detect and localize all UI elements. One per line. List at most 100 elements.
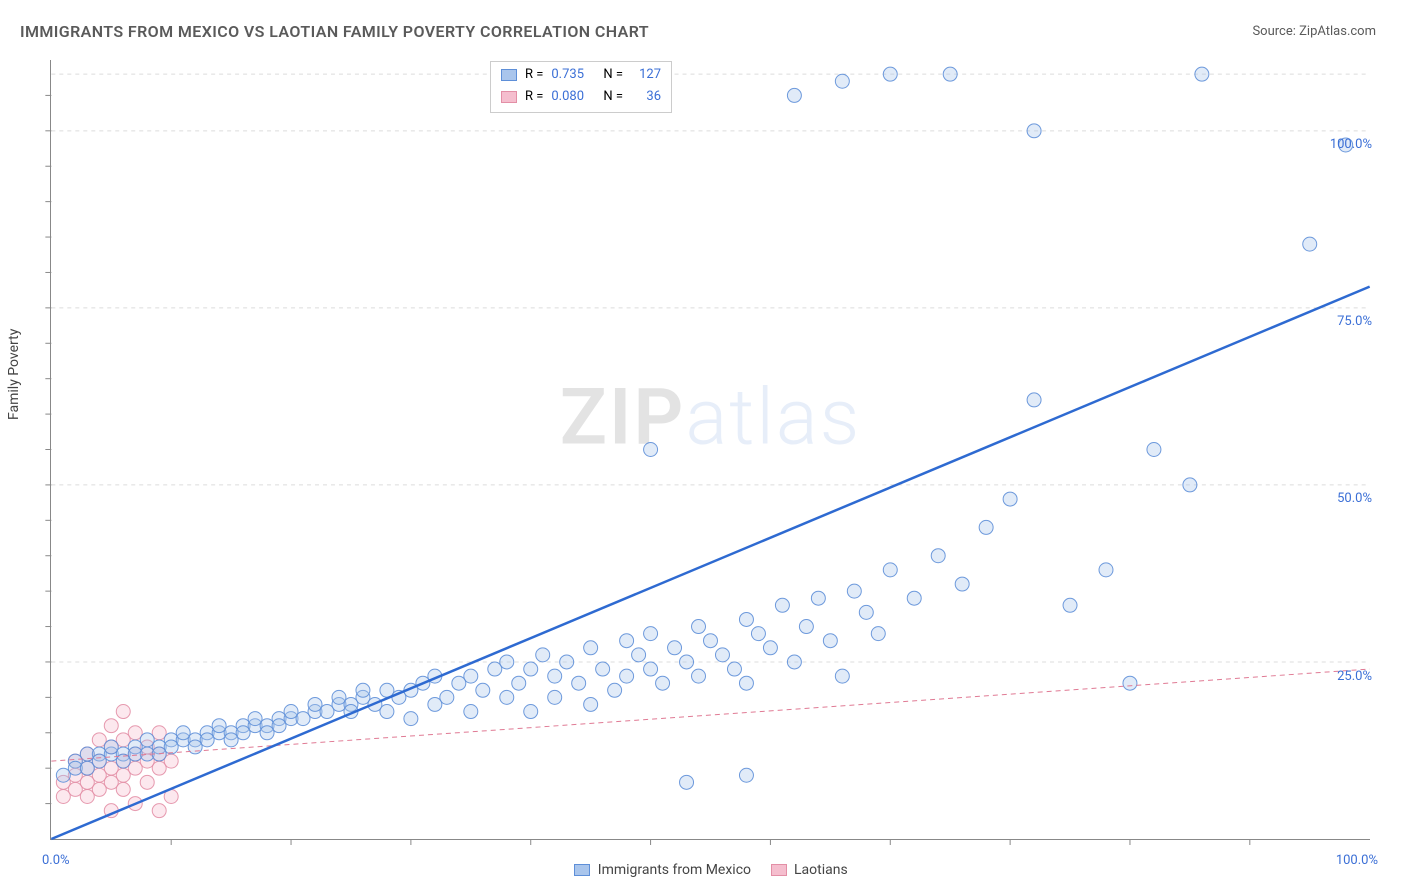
data-point (1195, 67, 1209, 81)
swatch-mexico (501, 69, 517, 81)
data-point (680, 775, 694, 789)
data-point (979, 520, 993, 534)
plot-area: ZIPatlas 25.0%50.0%75.0%100.0% (50, 60, 1370, 840)
data-point (596, 662, 610, 676)
data-point (656, 676, 670, 690)
legend-label-laotians: Laotians (794, 862, 848, 878)
data-point (500, 655, 514, 669)
data-point (512, 676, 526, 690)
data-point (680, 655, 694, 669)
data-point (943, 67, 957, 81)
data-point (1027, 124, 1041, 138)
data-point (799, 620, 813, 634)
data-point (632, 648, 646, 662)
trend-line (51, 287, 1369, 839)
source-label: Source: (1252, 24, 1295, 39)
data-point (572, 676, 586, 690)
plot-svg (51, 60, 1370, 839)
n-label: N = (603, 86, 623, 108)
data-point (1063, 598, 1077, 612)
legend-row-laotians: R = 0.080 N = 36 (501, 86, 661, 108)
legend-row-mexico: R = 0.735 N = 127 (501, 64, 661, 86)
data-point (692, 620, 706, 634)
data-point (883, 563, 897, 577)
correlation-legend: R = 0.735 N = 127 R = 0.080 N = 36 (490, 61, 672, 113)
data-point (1123, 676, 1137, 690)
swatch-laotians-icon (771, 864, 787, 876)
r-value-laotians: 0.080 (551, 86, 595, 108)
data-point (380, 705, 394, 719)
data-point (907, 591, 921, 605)
data-point (536, 648, 550, 662)
swatch-laotians (501, 91, 517, 103)
data-point (787, 655, 801, 669)
data-point (584, 641, 598, 655)
r-value-mexico: 0.735 (551, 64, 595, 86)
series-legend: Immigrants from Mexico Laotians (0, 862, 1406, 878)
data-point (763, 641, 777, 655)
data-point (644, 443, 658, 457)
data-point (620, 634, 634, 648)
swatch-mexico-icon (574, 864, 590, 876)
n-value-mexico: 127 (631, 64, 661, 86)
data-point (116, 782, 130, 796)
data-point (1147, 443, 1161, 457)
data-point (668, 641, 682, 655)
data-point (787, 88, 801, 102)
data-point (883, 67, 897, 81)
data-point (440, 690, 454, 704)
data-point (704, 634, 718, 648)
data-point (584, 697, 598, 711)
x-axis-100: 100.0% (1336, 853, 1378, 868)
x-axis-0: 0.0% (42, 853, 70, 868)
y-axis-tick-label: 50.0% (1337, 491, 1372, 506)
data-point (620, 669, 634, 683)
data-point (404, 712, 418, 726)
data-point (1099, 563, 1113, 577)
data-point (560, 655, 574, 669)
data-point (464, 705, 478, 719)
y-axis-tick-label: 75.0% (1337, 314, 1372, 329)
data-point (644, 662, 658, 676)
data-point (955, 577, 969, 591)
data-point (464, 669, 478, 683)
data-point (871, 627, 885, 641)
data-point (500, 690, 514, 704)
data-point (548, 669, 562, 683)
n-label: N = (603, 64, 623, 86)
data-point (739, 768, 753, 782)
data-point (847, 584, 861, 598)
y-axis-label: Family Poverty (6, 329, 22, 420)
data-point (356, 683, 370, 697)
data-point (739, 676, 753, 690)
data-point (548, 690, 562, 704)
data-point (751, 627, 765, 641)
data-point (811, 591, 825, 605)
data-point (1183, 478, 1197, 492)
data-point (1003, 492, 1017, 506)
y-axis-tick-label: 25.0% (1337, 669, 1372, 684)
data-point (835, 74, 849, 88)
y-axis-tick-label: 100.0% (1330, 137, 1372, 152)
data-point (692, 669, 706, 683)
chart-title: IMMIGRANTS FROM MEXICO VS LAOTIAN FAMILY… (20, 22, 649, 41)
data-point (524, 705, 538, 719)
r-label: R = (525, 64, 543, 86)
data-point (140, 775, 154, 789)
data-point (775, 598, 789, 612)
data-point (608, 683, 622, 697)
legend-label-mexico: Immigrants from Mexico (598, 862, 751, 878)
data-point (1303, 237, 1317, 251)
data-point (524, 662, 538, 676)
data-point (152, 804, 166, 818)
data-point (1027, 393, 1041, 407)
data-point (715, 648, 729, 662)
data-point (739, 612, 753, 626)
data-point (116, 705, 130, 719)
source-link[interactable]: ZipAtlas.com (1299, 24, 1376, 39)
source-attribution: Source: ZipAtlas.com (1252, 24, 1376, 39)
r-label: R = (525, 86, 543, 108)
data-point (727, 662, 741, 676)
data-point (644, 627, 658, 641)
data-point (104, 719, 118, 733)
